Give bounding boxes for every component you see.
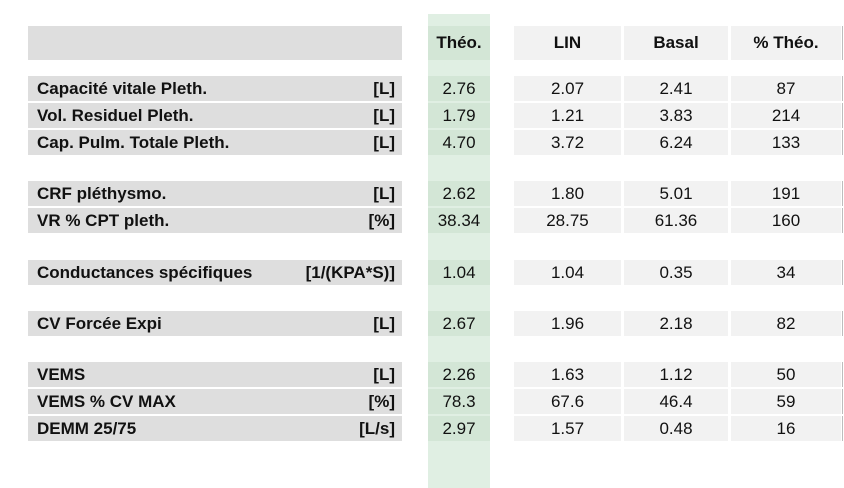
header-theo: Théo.: [428, 26, 490, 60]
pct-theo-value: 16: [731, 416, 841, 441]
theo-value: 38.34: [428, 208, 490, 233]
theo-value: 78.3: [428, 389, 490, 414]
row-label-cell: VR % CPT pleth. [%]: [28, 208, 402, 233]
lin-value: 1.21: [514, 103, 621, 128]
right-edge: [842, 208, 843, 233]
right-edge: [842, 181, 843, 206]
row-label-cell: DEMM 25/75 [L/s]: [28, 416, 402, 441]
row-unit: [L]: [373, 364, 395, 384]
basal-value: 1.12: [624, 362, 728, 387]
right-edge: [842, 311, 843, 336]
pct-theo-value: 191: [731, 181, 841, 206]
row-label-cell: CV Forcée Expi [L]: [28, 311, 402, 336]
theo-value: 1.79: [428, 103, 490, 128]
basal-value: 0.48: [624, 416, 728, 441]
pct-theo-value: 160: [731, 208, 841, 233]
right-edge: [842, 260, 843, 285]
pct-theo-value: 214: [731, 103, 841, 128]
pct-theo-value: 133: [731, 130, 841, 155]
row-label: VR % CPT pleth.: [37, 210, 170, 230]
row-label-cell: VEMS [L]: [28, 362, 402, 387]
right-edge: [842, 103, 843, 128]
basal-value: 61.36: [624, 208, 728, 233]
theo-value: 4.70: [428, 130, 490, 155]
lin-value: 28.75: [514, 208, 621, 233]
row-label: CRF pléthysmo.: [37, 183, 167, 203]
lin-value: 67.6: [514, 389, 621, 414]
theo-value: 2.62: [428, 181, 490, 206]
theo-value: 1.04: [428, 260, 490, 285]
lin-value: 2.07: [514, 76, 621, 101]
lin-value: 1.80: [514, 181, 621, 206]
row-label-cell: Capacité vitale Pleth. [L]: [28, 76, 402, 101]
basal-value: 46.4: [624, 389, 728, 414]
row-label-cell: Cap. Pulm. Totale Pleth. [L]: [28, 130, 402, 155]
row-label: Vol. Residuel Pleth.: [37, 105, 194, 125]
lin-value: 1.04: [514, 260, 621, 285]
row-unit: [%]: [368, 210, 395, 230]
row-label-cell: Vol. Residuel Pleth. [L]: [28, 103, 402, 128]
row-label: VEMS % CV MAX: [37, 391, 176, 411]
row-unit: [L/s]: [359, 418, 395, 438]
row-label-cell: Conductances spécifiques [1/(KPA*S)]: [28, 260, 402, 285]
theo-value: 2.67: [428, 311, 490, 336]
pct-theo-value: 87: [731, 76, 841, 101]
row-unit: [L]: [373, 313, 395, 333]
row-label-cell: CRF pléthysmo. [L]: [28, 181, 402, 206]
pct-theo-value: 59: [731, 389, 841, 414]
theo-value: 2.97: [428, 416, 490, 441]
theo-value: 2.26: [428, 362, 490, 387]
row-label: CV Forcée Expi: [37, 313, 162, 333]
row-label: Conductances spécifiques: [37, 262, 253, 282]
theo-value: 2.76: [428, 76, 490, 101]
lin-value: 1.96: [514, 311, 621, 336]
row-unit: [L]: [373, 105, 395, 125]
lin-value: 1.57: [514, 416, 621, 441]
row-label: DEMM 25/75: [37, 418, 137, 438]
row-unit: [L]: [373, 132, 395, 152]
lin-value: 3.72: [514, 130, 621, 155]
lin-value: 1.63: [514, 362, 621, 387]
pct-theo-value: 34: [731, 260, 841, 285]
row-unit: [L]: [373, 78, 395, 98]
row-unit: [%]: [368, 391, 395, 411]
basal-value: 5.01: [624, 181, 728, 206]
row-label: VEMS: [37, 364, 86, 384]
basal-value: 2.41: [624, 76, 728, 101]
basal-value: 0.35: [624, 260, 728, 285]
header-pct-theo: % Théo.: [731, 26, 841, 60]
pct-theo-value: 82: [731, 311, 841, 336]
right-edge: [842, 389, 843, 414]
header-lin: LIN: [514, 26, 621, 60]
header-label-cell: [28, 26, 402, 60]
basal-value: 3.83: [624, 103, 728, 128]
pct-theo-value: 50: [731, 362, 841, 387]
row-label: Cap. Pulm. Totale Pleth.: [37, 132, 230, 152]
right-edge: [842, 416, 843, 441]
row-label: Capacité vitale Pleth.: [37, 78, 208, 98]
right-edge: [842, 130, 843, 155]
right-edge: [842, 26, 843, 60]
row-unit: [L]: [373, 183, 395, 203]
basal-value: 2.18: [624, 311, 728, 336]
row-label-cell: VEMS % CV MAX [%]: [28, 389, 402, 414]
right-edge: [842, 362, 843, 387]
right-edge: [842, 76, 843, 101]
header-basal: Basal: [624, 26, 728, 60]
basal-value: 6.24: [624, 130, 728, 155]
row-unit: [1/(KPA*S)]: [305, 262, 395, 282]
